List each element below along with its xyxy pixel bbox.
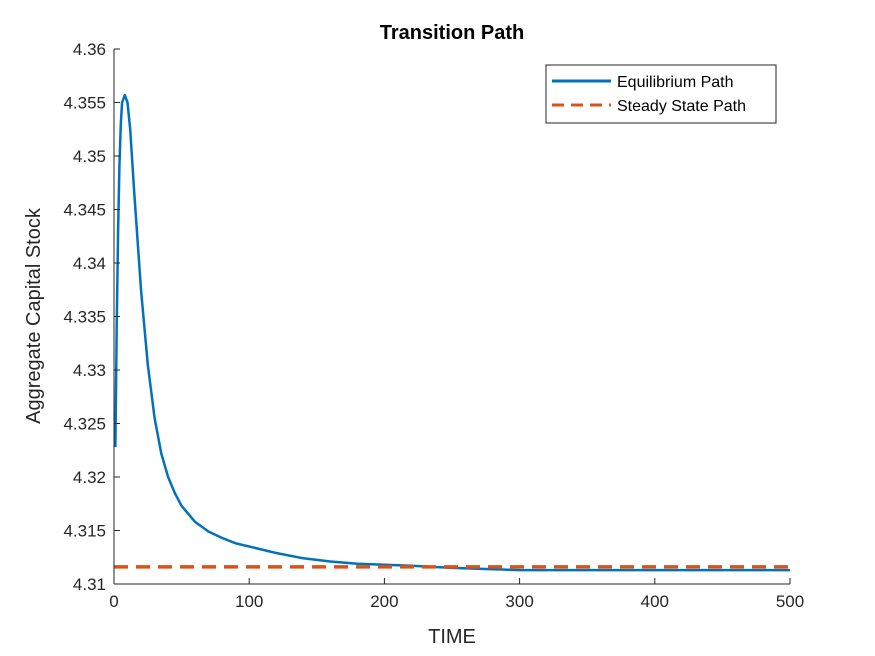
y-tick-label: 4.355: [63, 94, 106, 113]
y-tick-label: 4.36: [73, 40, 106, 59]
y-tick-label: 4.33: [73, 361, 106, 380]
plot-area: [114, 49, 790, 584]
x-tick-label: 0: [109, 592, 118, 611]
y-tick-label: 4.325: [63, 415, 106, 434]
legend: Equilibrium Path Steady State Path: [545, 64, 777, 124]
y-tick-label: 4.31: [73, 575, 106, 594]
legend-label-steady-state-path: Steady State Path: [617, 98, 746, 115]
x-tick-label: 200: [370, 592, 398, 611]
y-tick-label: 4.335: [63, 308, 106, 327]
y-tick-label: 4.345: [63, 201, 106, 220]
y-tick-label: 4.315: [63, 522, 106, 541]
x-tick-label: 500: [776, 592, 804, 611]
y-axis-title: Aggregate Capital Stock: [23, 207, 45, 424]
x-tick-label: 400: [641, 592, 669, 611]
y-tick-label: 4.32: [73, 468, 106, 487]
chart-title: Transition Path: [380, 22, 524, 44]
x-tick-label: 300: [505, 592, 533, 611]
legend-label-equilibrium-path: Equilibrium Path: [617, 74, 734, 91]
y-tick-label: 4.34: [73, 254, 106, 273]
x-axis-ticks: 0 100 200 300 400 500: [109, 578, 804, 611]
x-tick-label: 100: [235, 592, 263, 611]
y-tick-label: 4.35: [73, 147, 106, 166]
series-layer: [114, 93, 790, 572]
legend-box: [545, 64, 777, 124]
series-line-equilibrium-path: [114, 93, 790, 572]
y-axis-ticks: 4.31 4.315 4.32 4.325 4.33 4.335 4.34 4.345 4.35…: [63, 40, 120, 594]
x-axis-title: TIME: [428, 626, 476, 648]
